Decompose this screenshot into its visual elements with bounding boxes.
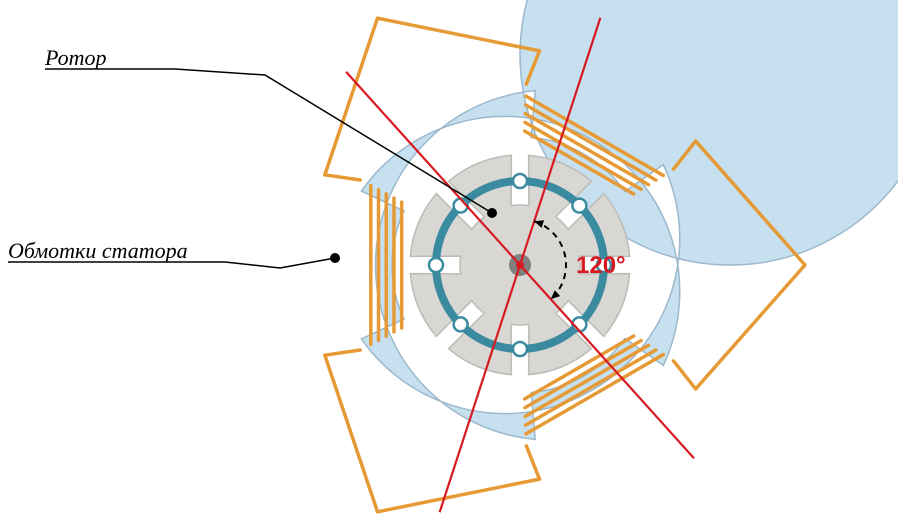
rotor-slot-dot (513, 342, 527, 356)
label-stator-dot (330, 253, 340, 263)
label-stator-windings: Обмотки статора (8, 238, 188, 263)
label-rotor-dot (487, 208, 497, 218)
angle-label: 120° (576, 252, 626, 279)
rotor-slot-dot (513, 174, 527, 188)
rotor-slot-dot (454, 317, 468, 331)
rotor-slot-dot (572, 199, 586, 213)
label-rotor: Ротор (44, 45, 107, 70)
angle-center-dot (516, 261, 524, 269)
rotor-slot-dot (429, 258, 443, 272)
